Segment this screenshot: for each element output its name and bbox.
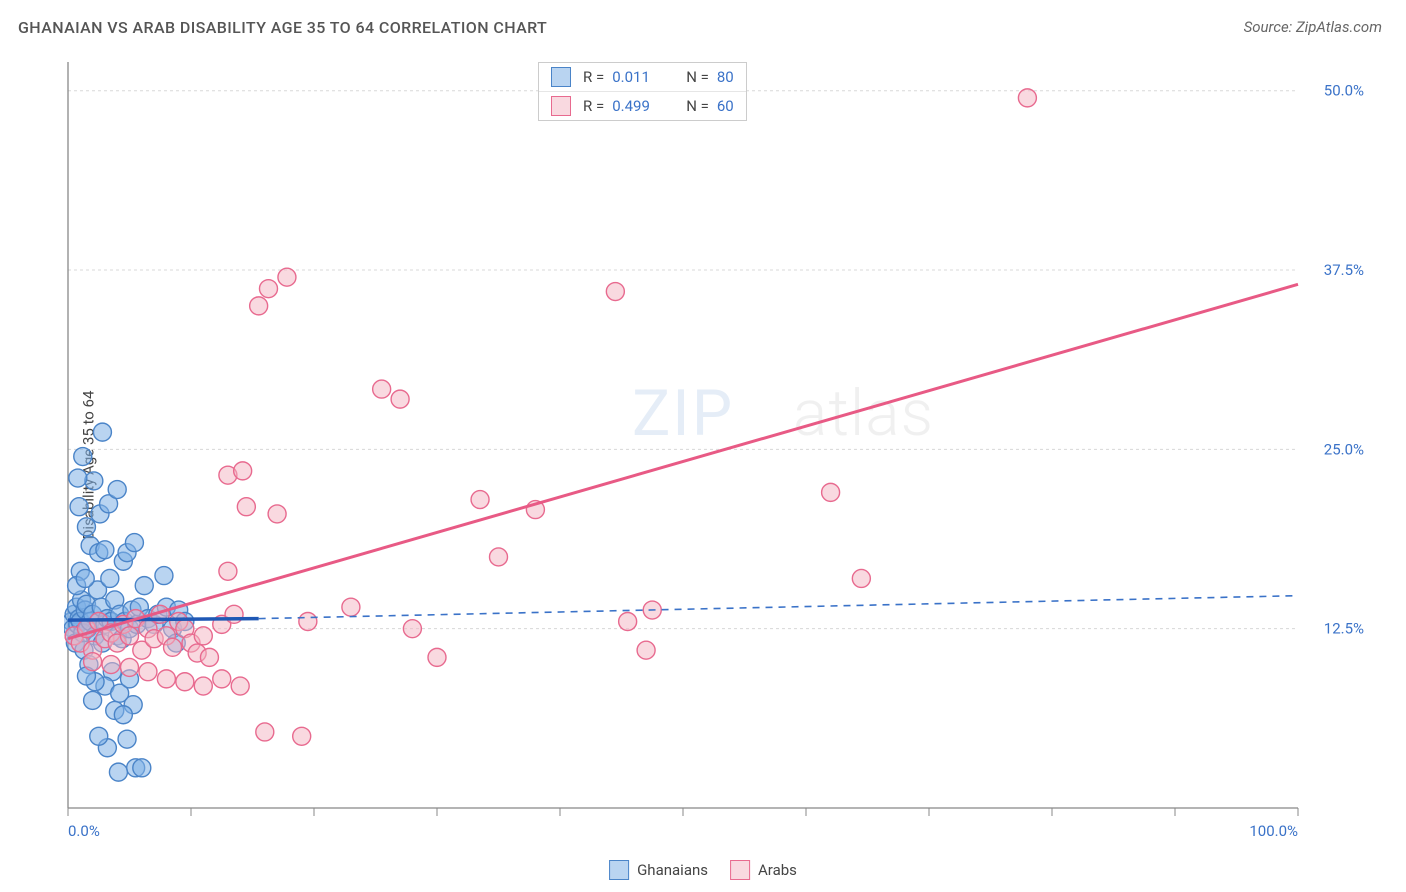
swatch-blue-icon (551, 67, 571, 87)
swatch-pink-icon (551, 96, 571, 116)
legend-row-ghanaians: R = 0.011 N = 80 (539, 63, 746, 92)
svg-text:37.5%: 37.5% (1324, 261, 1364, 279)
swatch-blue-icon (609, 860, 629, 880)
legend-label: Arabs (758, 861, 797, 879)
source-attribution: Source: ZipAtlas.com (1244, 18, 1382, 36)
svg-text:12.5%: 12.5% (1324, 620, 1364, 638)
legend-item-arabs: Arabs (730, 860, 797, 880)
series-legend: Ghanaians Arabs (609, 860, 797, 880)
n-value-arabs: 60 (717, 97, 734, 115)
svg-text:atlas: atlas (793, 376, 934, 451)
legend-item-ghanaians: Ghanaians (609, 860, 708, 880)
chart-container: Disability Age 35 to 64 12.5%25.0%37.5%5… (18, 50, 1388, 880)
plot-area: 12.5% 25.0% 37.5% 50.0% ZIP atlas 0.0% 100.0% (64, 58, 1370, 848)
scatter-svg: 12.5% 25.0% 37.5% 50.0% ZIP atlas 0.0% 100.0% (64, 58, 1370, 848)
r-value-ghanaians: 0.011 (612, 68, 668, 86)
svg-text:ZIP: ZIP (632, 376, 734, 451)
legend-label: Ghanaians (637, 861, 708, 879)
legend-row-arabs: R = 0.499 N = 60 (539, 92, 746, 120)
n-label: N = (686, 68, 709, 86)
swatch-pink-icon (730, 860, 750, 880)
svg-text:0.0%: 0.0% (68, 822, 100, 840)
r-value-arabs: 0.499 (612, 97, 668, 115)
n-value-ghanaians: 80 (717, 68, 734, 86)
svg-text:100.0%: 100.0% (1249, 822, 1298, 840)
correlation-legend: R = 0.011 N = 80 R = 0.499 N = 60 (538, 62, 747, 121)
r-label: R = (583, 68, 604, 86)
r-label: R = (583, 97, 604, 115)
svg-text:50.0%: 50.0% (1324, 82, 1364, 100)
n-label: N = (686, 97, 709, 115)
chart-title: GHANAIAN VS ARAB DISABILITY AGE 35 TO 64… (18, 18, 547, 37)
svg-text:25.0%: 25.0% (1324, 440, 1364, 458)
